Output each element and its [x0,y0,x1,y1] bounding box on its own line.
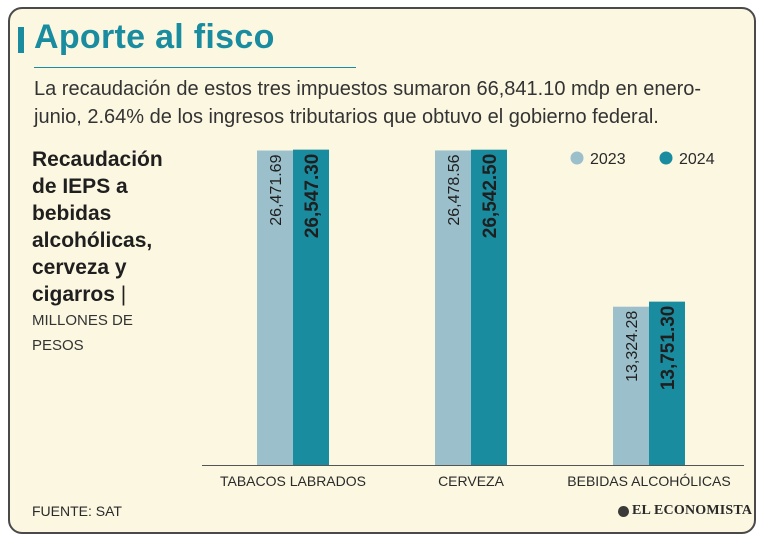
title-underline [34,67,356,68]
title-accent-bar [18,27,24,53]
data-label-2023-1: 26,471.69 [268,154,285,225]
data-label-2024-1: 26,547.30 [302,154,323,239]
data-label-2024-2: 26,542.50 [480,154,501,239]
legend-marker-2024 [659,151,673,165]
data-label-2023-2: 26,478.56 [446,154,463,225]
chart-side-title: Recaudación de IEPS a bebidas alcohólica… [32,146,192,308]
legend-label-2023: 2023 [590,151,626,168]
data-label-2023-3: 13,324.28 [624,311,641,382]
logo-mark-icon [618,505,629,517]
bar-2024-1 [293,149,329,466]
bar-2024-3 [649,301,685,465]
bar-chart: 26,471.69 26,547.30 TABACOS LABRADOS 26,478… [202,149,744,489]
subtitle: La recaudación de estos tres impuestos s… [34,78,702,128]
infographic-card: Aporte al fisco La recaudación de estos … [8,7,756,534]
page-title: Aporte al fisco [34,18,275,56]
chart-side-title-text: Recaudación de IEPS a bebidas alcohólica… [32,148,163,306]
bar-2023-1 [257,150,293,465]
source-note: FUENTE: SAT [32,503,122,519]
category-label-1: TABACOS LABRADOS [220,473,366,489]
category-label-2: CERVEZA [438,473,505,489]
bar-2023-3 [613,306,649,465]
legend-label-2024: 2024 [679,151,715,168]
category-label-3: BEBIDAS ALCOHÓLICAS [567,473,730,489]
side-title-separator: | [120,283,127,306]
data-label-2024-3: 13,751.30 [658,306,679,391]
legend-marker-2023 [570,151,584,165]
logo: EL ECONOMISTA [618,503,752,519]
bar-2024-2 [471,149,507,465]
logo-text: EL ECONOMISTA [632,503,753,518]
chart-units: MILLONES DE PESOS [32,312,133,354]
bar-2023-2 [435,150,471,465]
